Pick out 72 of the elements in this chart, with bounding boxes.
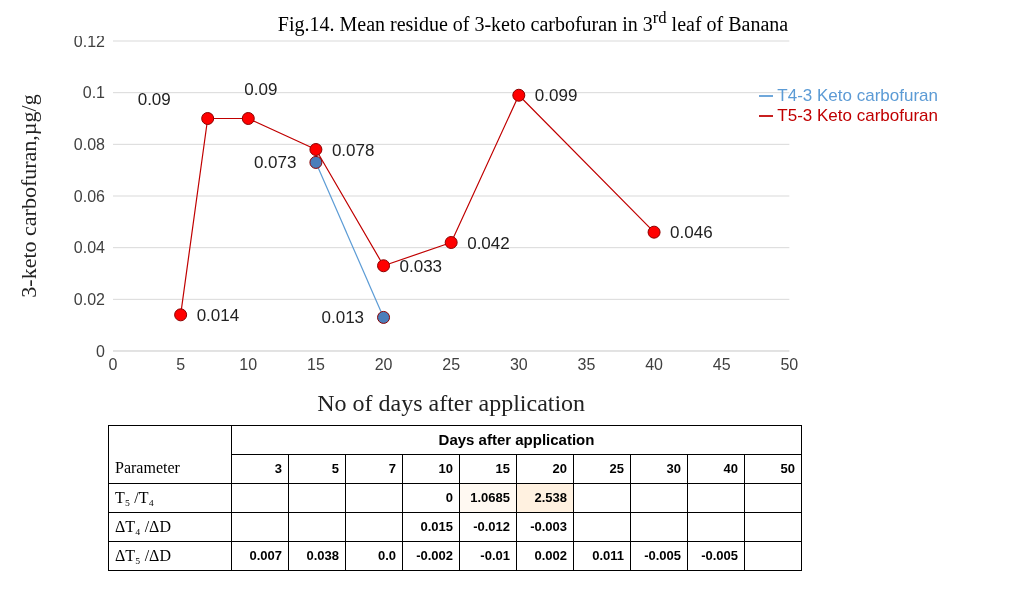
y-tick-label: ΔT₅ /ΔD xyxy=(108,541,232,571)
point xyxy=(647,225,661,239)
data-label: 0.033 xyxy=(399,256,443,276)
x-tick-label: 35 xyxy=(577,356,596,374)
chart-title: Fig.14. Mean residue of 3-keto carbofuran in 3$^{rd}$ leaf of Banana xyxy=(277,8,789,35)
legend-label: T4-3 Keto carbofuran xyxy=(777,85,938,105)
x-tick-label: 5 xyxy=(288,454,346,484)
y-tick-label: 0.12 xyxy=(73,32,106,50)
x-tick-label: 20 xyxy=(374,356,393,374)
point xyxy=(377,258,391,272)
point xyxy=(309,142,323,156)
data-label: 0.007 xyxy=(231,541,289,571)
y-tick-label: ΔT₄ /ΔD xyxy=(108,512,232,542)
data-label: 0.046 xyxy=(670,222,713,242)
x-tick-label: 5 xyxy=(176,356,186,374)
x-tick-label: 10 xyxy=(239,356,258,374)
data-label: 0.013 xyxy=(321,308,365,328)
x-tick-label: 10 xyxy=(402,454,460,484)
y-axis-title: Parameter xyxy=(108,454,232,484)
x-tick-label: 15 xyxy=(459,454,517,484)
x-tick-label: 25 xyxy=(573,454,631,484)
data-label: 0.078 xyxy=(331,140,375,160)
y-tick-label: 0.08 xyxy=(73,135,106,153)
point xyxy=(444,235,458,249)
data-label: 0.073 xyxy=(253,153,297,173)
data-label: 0.099 xyxy=(534,85,578,105)
y-tick-label: 0.1 xyxy=(82,84,106,101)
data-label: 0 xyxy=(402,483,460,513)
x-tick-label: 45 xyxy=(712,356,731,374)
point xyxy=(174,307,188,321)
y-tick-label: 0.02 xyxy=(73,290,106,308)
y-tick-label: T₅ /T₄ xyxy=(108,483,232,513)
data-label: 0.038 xyxy=(288,541,346,571)
x-tick-label: 40 xyxy=(645,356,664,374)
x-axis-title: Days after application xyxy=(231,425,802,455)
x-tick-label: 20 xyxy=(516,454,574,484)
data-label: -0.005 xyxy=(687,541,745,571)
y-axis-title: 3-keto carbofuran,µg/g xyxy=(15,94,41,298)
y-tick-label: 0.06 xyxy=(73,187,106,205)
x-axis-title: No of days after application xyxy=(317,389,586,416)
x-tick-label: 15 xyxy=(307,356,325,374)
data-label: -0.005 xyxy=(630,541,688,571)
x-tick-label: 7 xyxy=(345,454,403,484)
y-tick-label: 0.04 xyxy=(73,239,106,256)
data-label: 1.0685 xyxy=(459,483,517,513)
point xyxy=(377,310,391,324)
point xyxy=(512,88,526,102)
x-tick-label: 30 xyxy=(509,356,528,374)
point xyxy=(309,155,323,169)
data-label: 0.09 xyxy=(244,79,278,99)
y-tick-label: 0 xyxy=(96,342,106,360)
data-label: -0.01 xyxy=(459,541,517,571)
x-tick-label: 50 xyxy=(780,356,799,374)
data-label: 0.002 xyxy=(516,541,574,571)
x-tick-label: 40 xyxy=(687,454,745,484)
data-label: 2.538 xyxy=(516,483,574,513)
data-label: 0.011 xyxy=(573,541,631,571)
x-tick-label: 50 xyxy=(744,454,802,484)
point xyxy=(201,111,215,125)
data-label: -0.002 xyxy=(402,541,460,571)
data-label: 0.0 xyxy=(345,541,403,571)
data-label: 0.015 xyxy=(402,512,460,542)
x-tick-label: 3 xyxy=(231,454,289,484)
x-tick-label: 30 xyxy=(630,454,688,484)
data-label: 0.09 xyxy=(137,89,171,109)
data-label: 0.042 xyxy=(467,233,510,253)
data-label: -0.012 xyxy=(459,512,517,542)
legend-label: T5-3 Keto carbofuran xyxy=(777,105,938,125)
point xyxy=(241,111,255,125)
x-tick-label: 25 xyxy=(442,356,461,374)
data-label: 0.014 xyxy=(196,305,240,325)
data-label: -0.003 xyxy=(516,512,574,542)
